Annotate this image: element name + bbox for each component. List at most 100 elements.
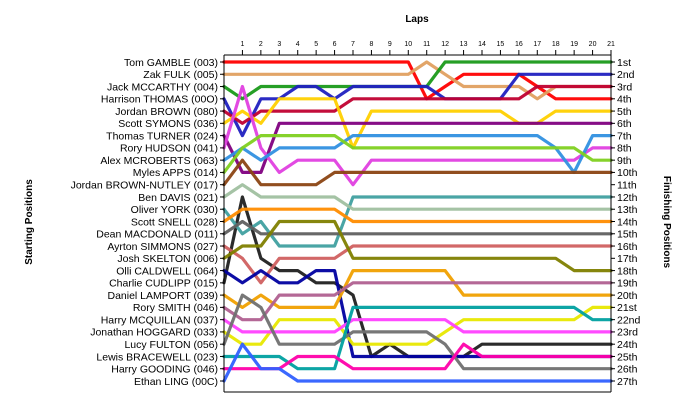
series-line-14 [222,207,613,224]
lap-tick-label: 4 [296,41,300,48]
finishing-position-label: 19th [617,278,638,290]
series-line-20 [222,281,613,322]
starting-driver-label: Myles APPS (014) [133,167,218,179]
finishing-position-label: 6th [617,118,632,130]
lap-tick-label: 3 [277,41,281,48]
finishing-position-label: 3rd [617,81,632,93]
finishing-position-label: 13th [617,204,638,216]
starting-driver-label: Oliver YORK (030) [131,204,218,216]
y-axis-title-right: Finishing Positions [661,176,672,269]
series-line-23 [222,293,613,371]
starting-driver-label: Rory HUDSON (041) [120,143,218,155]
finishing-position-label: 12th [617,192,638,204]
starting-grid-labels: Tom GAMBLE (003)Zak FULK (005)Jack MCCAR… [71,57,224,388]
finishing-position-label: 21st [617,302,637,314]
series-line-10 [222,134,613,174]
finishing-position-label: 22nd [617,314,641,326]
finishing-position-label: 11th [617,179,637,191]
starting-driver-label: Ayrton SIMMONS (027) [107,241,218,253]
position-lines [222,60,613,383]
finishing-position-label: 24th [617,339,638,351]
starting-driver-label: Dean MACDONALD (011) [96,229,218,241]
x-axis-title: Laps [405,14,429,25]
finishing-position-label: 26th [617,364,638,376]
starting-driver-label: Thomas TURNER (024) [106,130,218,142]
finishing-position-label: 1st [617,57,631,69]
finishing-position-label: 10th [617,167,638,179]
lap-tick-label: 21 [607,41,615,48]
series-line-4 [222,72,613,138]
series-line-6 [222,97,613,150]
lap-tick-label: 9 [388,41,392,48]
starting-driver-label: Jonathan HOGGARD (033) [90,327,218,339]
series-line-26 [222,342,613,383]
series-line-24 [222,305,613,371]
series-line-13 [222,195,613,248]
finishing-position-label: 16th [617,241,638,253]
lap-tick-label: 16 [515,41,523,48]
finishing-position-label: 8th [617,143,632,155]
lap-tick-label: 14 [478,41,486,48]
starting-driver-label: Charlie CUDLIPP (015) [109,278,218,290]
lap-tick-label: 7 [351,41,355,48]
finishing-position-label: 27th [617,376,638,388]
finishing-position-label: 15th [617,229,638,241]
series-line-8 [222,84,613,187]
starting-driver-label: Tom GAMBLE (003) [124,57,218,69]
starting-driver-label: Jack MCCARTHY (004) [107,81,218,93]
series-line-21 [222,305,613,346]
lap-tick-label: 12 [441,41,449,48]
starting-driver-label: Josh SKELTON (006) [117,253,218,265]
lap-ticks: 1 2 3 4 5 6 7 8 9 10 11 12 13 14 15 16 17 18 19 20 21 [240,41,615,55]
finishing-position-label: 5th [617,106,632,118]
finishing-position-label: 9th [617,155,632,167]
lap-tick-label: 17 [533,41,541,48]
lap-tick-label: 10 [404,41,412,48]
lap-tick-label: 13 [460,41,468,48]
starting-driver-label: Daniel LAMPORT (039) [108,290,219,302]
lap-tick-label: 6 [333,41,337,48]
finishing-position-label: 25th [617,351,638,363]
lap-tick-label: 2 [259,41,263,48]
starting-driver-label: Lewis BRACEWELL (023) [96,351,218,363]
lap-tick-label: 11 [423,41,430,48]
series-line-17 [222,219,613,273]
lap-tick-label: 20 [589,41,597,48]
y-axis-title-left: Starting Positions [24,179,35,265]
lap-tick-label: 15 [497,41,505,48]
series-line-19 [222,269,613,309]
starting-driver-label: Harry GOODING (046) [111,364,218,376]
series-line-27 [222,183,613,211]
finishing-position-label: 7th [617,130,632,142]
finishing-position-label: 23rd [617,327,638,339]
series-line-2 [222,60,613,101]
starting-driver-label: Harry MCQUILLAN (037) [101,314,218,326]
series-line-22 [222,318,613,334]
finishing-position-label: 18th [617,265,638,277]
finishing-position-label: 2nd [617,69,635,81]
starting-driver-label: Olli CALDWELL (064) [116,265,218,277]
series-line-15 [222,219,613,236]
lap-tick-label: 1 [240,41,244,48]
series-line-25 [222,342,613,371]
series-line-5 [222,84,613,125]
lap-tick-label: 18 [552,41,560,48]
series-line-11 [222,158,613,187]
finishing-position-labels: 1st2nd3rd4th5th6th7th8th9th10th11th12th1… [611,57,641,388]
starting-driver-label: Rory SMITH (046) [133,302,218,314]
lap-tick-label: 19 [570,41,578,48]
starting-driver-label: Harrison THOMAS (00O) [101,94,218,106]
plot-frame [223,54,612,393]
series-line-7 [222,121,613,174]
starting-driver-label: Ben DAVIS (021) [138,192,218,204]
lap-tick-label: 5 [314,41,318,48]
starting-driver-label: Scott SNELL (028) [131,216,218,228]
finishing-position-label: 17th [617,253,638,265]
series-line-16 [222,244,613,285]
starting-driver-label: Scott SYMONS (036) [118,118,218,130]
starting-driver-label: Ethan LING (00C) [134,376,218,388]
finishing-position-label: 14th [617,216,638,228]
finishing-position-label: 4th [617,94,632,106]
starting-driver-label: Zak FULK (005) [143,69,218,81]
